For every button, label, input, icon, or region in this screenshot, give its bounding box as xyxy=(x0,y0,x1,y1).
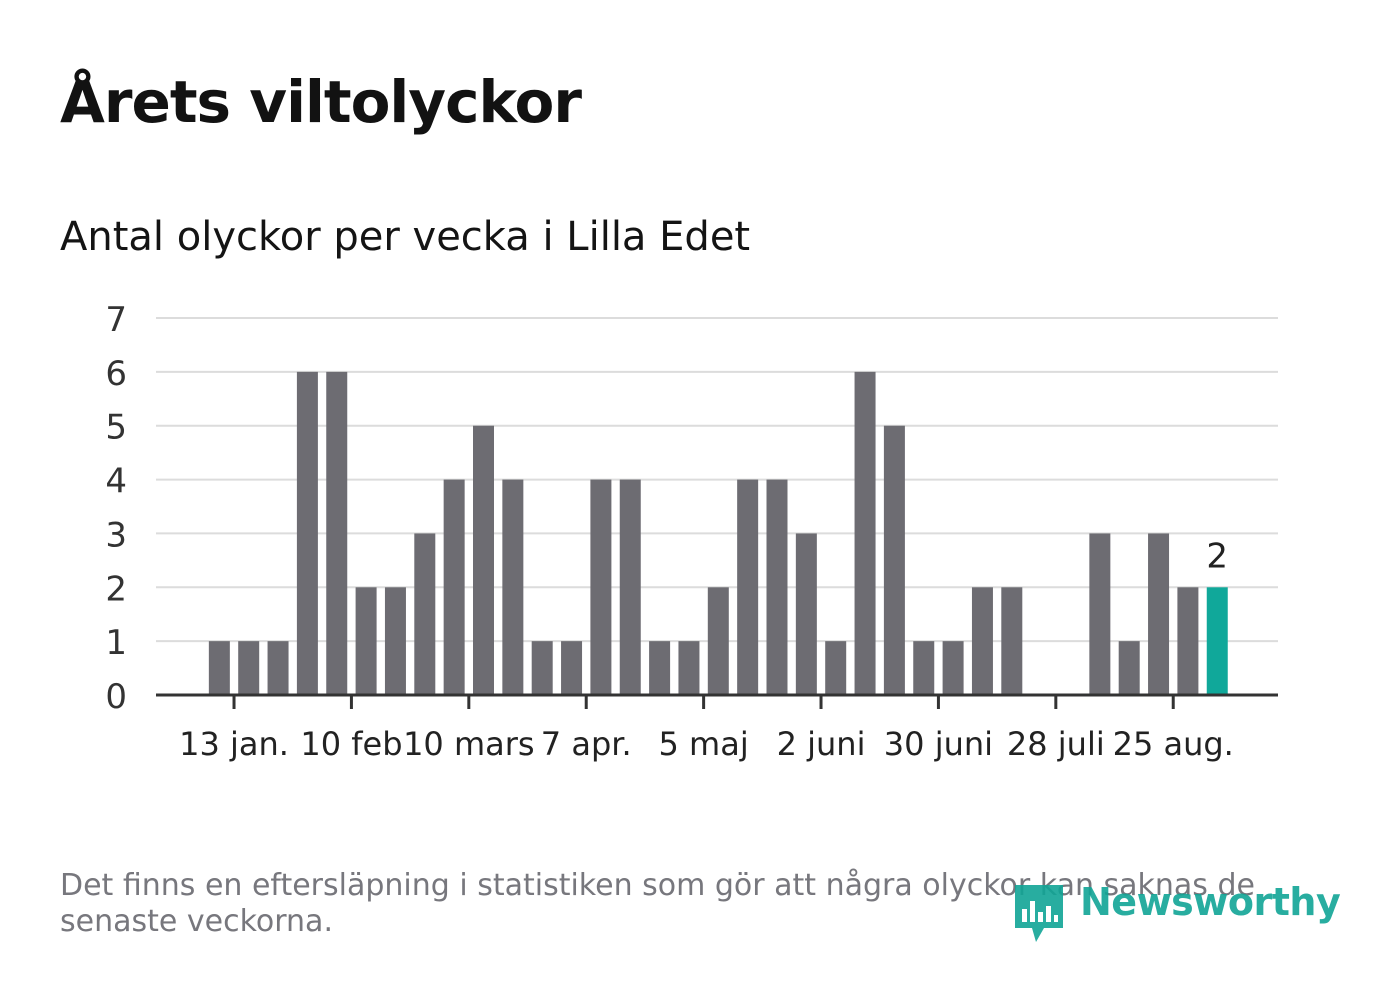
bar xyxy=(1118,641,1140,695)
y-tick-label: 2 xyxy=(105,569,127,609)
x-tick-label: 7 apr. xyxy=(541,725,632,763)
y-tick-label: 0 xyxy=(105,677,127,717)
bar xyxy=(531,641,553,695)
x-tick-label: 13 jan. xyxy=(179,725,289,763)
bar xyxy=(1089,533,1111,695)
bar xyxy=(238,641,260,695)
newsworthy-logo: Newsworthy xyxy=(1008,876,1341,946)
last-value-label: 2 xyxy=(1206,536,1228,576)
bar xyxy=(502,479,524,695)
x-tick-label: 10 feb xyxy=(300,725,402,763)
bar xyxy=(590,479,612,695)
bar xyxy=(1001,587,1023,695)
y-tick-label: 7 xyxy=(105,300,127,340)
chart-title: Årets viltolyckor xyxy=(60,68,582,136)
bar xyxy=(737,479,759,695)
bar xyxy=(942,641,964,695)
bar xyxy=(1177,587,1199,695)
bar xyxy=(825,641,847,695)
bar xyxy=(766,479,788,695)
bar xyxy=(414,533,436,695)
x-tick-label: 28 juli xyxy=(1007,725,1105,763)
bar xyxy=(326,371,348,695)
bar-chart: 0 1 2 3 4 5 6 7 13 jan. 10 feb 10 mars 7 apr. 5 maj… xyxy=(105,300,1278,763)
bar xyxy=(208,641,230,695)
bar xyxy=(913,641,935,695)
bar xyxy=(561,641,583,695)
bar xyxy=(296,371,318,695)
bar-highlighted xyxy=(1206,587,1228,695)
bar xyxy=(883,425,905,695)
bar xyxy=(795,533,817,695)
bar xyxy=(473,425,494,695)
bar xyxy=(1148,533,1170,695)
y-tick-label: 4 xyxy=(105,462,127,502)
x-tick-label: 10 mars xyxy=(403,725,535,763)
bar xyxy=(707,587,729,695)
bar xyxy=(971,587,993,695)
x-tick-label: 2 juni xyxy=(777,725,866,763)
bar xyxy=(384,587,406,695)
x-tick-label: 30 juni xyxy=(884,725,993,763)
brand-name: Newsworthy xyxy=(1080,880,1341,924)
y-axis-tick-labels: 0 1 2 3 4 5 6 7 xyxy=(105,300,127,717)
bar xyxy=(678,641,700,695)
bar xyxy=(619,479,641,695)
bar xyxy=(267,641,289,695)
bar xyxy=(443,479,465,695)
bar-chart-speech-bubble-icon xyxy=(1015,885,1063,942)
bars xyxy=(208,371,1228,695)
x-tick-label: 5 maj xyxy=(659,725,749,763)
bar xyxy=(649,641,671,695)
y-tick-label: 1 xyxy=(105,623,127,663)
data-labels: 2 xyxy=(1206,536,1228,576)
x-axis-tick-labels: 13 jan. 10 feb 10 mars 7 apr. 5 maj 2 juni 30 … xyxy=(179,695,1234,763)
bar xyxy=(854,371,876,695)
y-tick-label: 3 xyxy=(105,515,127,555)
y-tick-label: 6 xyxy=(105,354,127,394)
bar xyxy=(355,587,377,695)
y-tick-label: 5 xyxy=(105,408,127,448)
chart-subtitle: Antal olyckor per vecka i Lilla Edet xyxy=(60,214,751,260)
x-tick-label: 25 aug. xyxy=(1113,725,1234,763)
